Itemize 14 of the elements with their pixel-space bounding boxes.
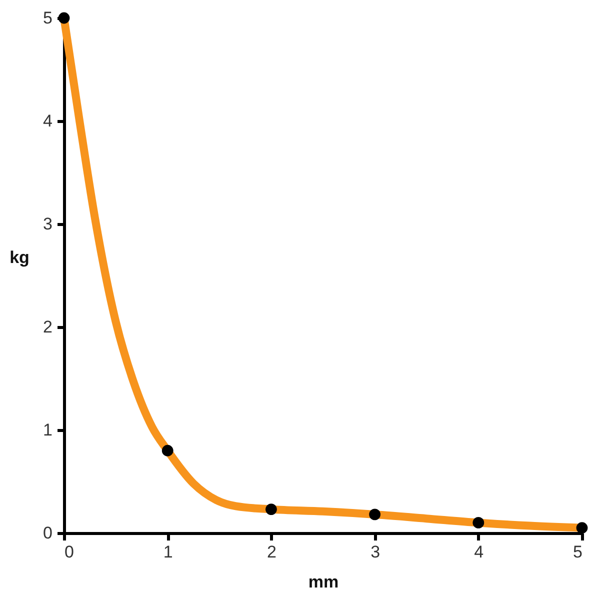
x-tick-label: 5	[573, 542, 582, 562]
y-tick-label: 0	[43, 524, 52, 542]
y-tick-label: 1	[43, 420, 52, 440]
x-tick-label: 3	[370, 542, 380, 562]
y-tick-label: 3	[43, 214, 52, 234]
x-tick-label: 1	[163, 542, 173, 562]
x-tick-label: 0	[64, 542, 74, 562]
x-axis-title: mm	[308, 572, 339, 592]
x-tick-label: 2	[266, 542, 276, 562]
x-tick-label: 4	[474, 542, 484, 562]
y-tick-label: 2	[43, 318, 52, 336]
y-axis-title: kg	[10, 248, 30, 267]
y-tick-label: 5	[43, 8, 52, 28]
y-tick-label: 4	[43, 112, 52, 130]
